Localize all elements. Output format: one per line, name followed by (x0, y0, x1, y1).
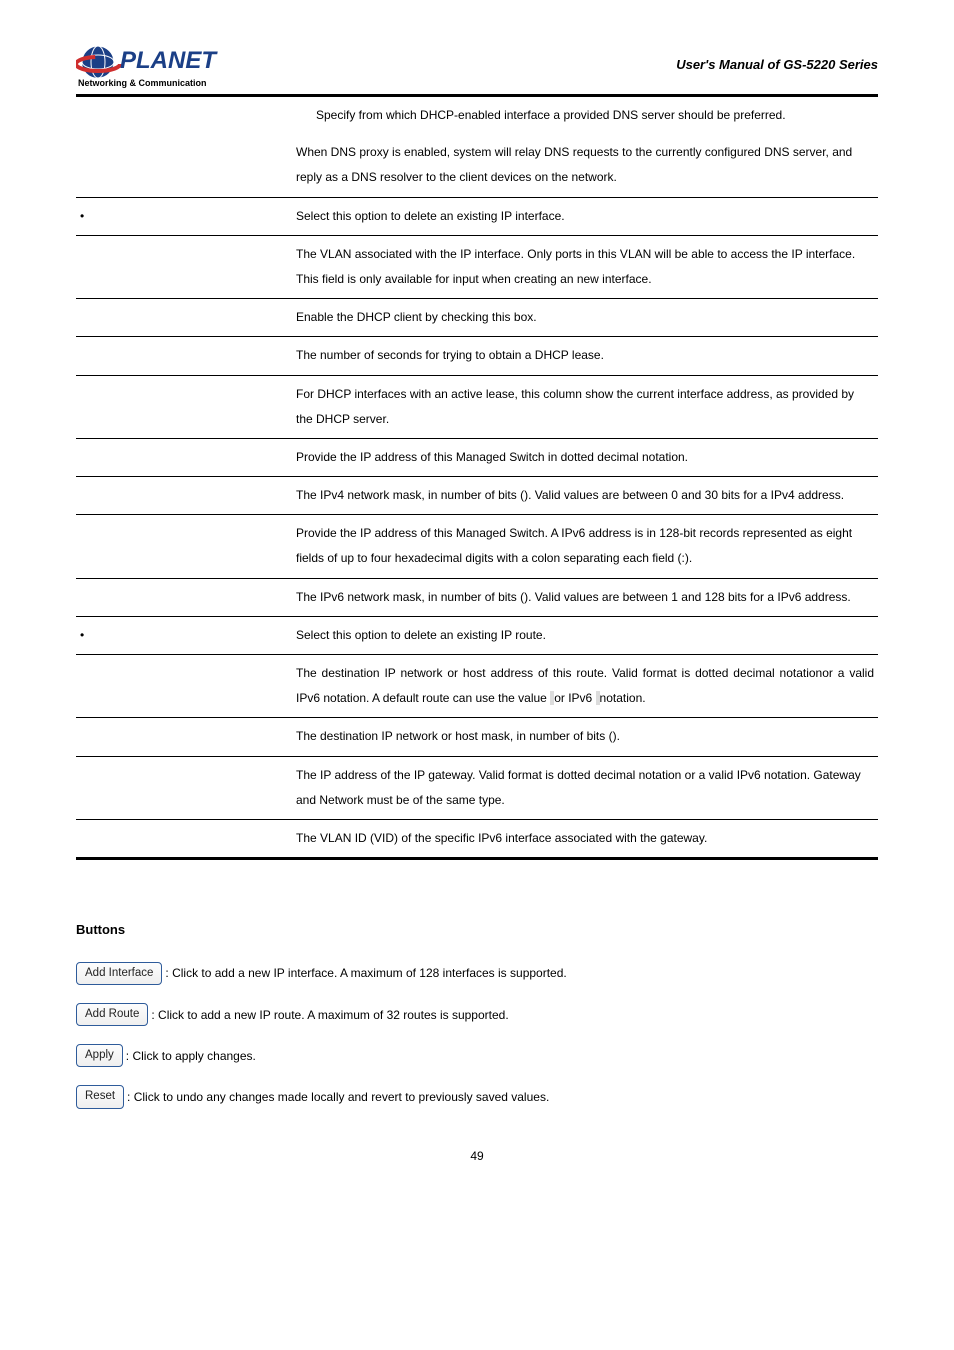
add-interface-desc: : Click to add a new IP interface. A max… (165, 964, 566, 982)
cell-vlan-assoc: The VLAN associated with the IP interfac… (292, 235, 878, 298)
add-interface-button[interactable]: Add Interface (76, 962, 162, 985)
page-header: PLANET Networking & Communication User's… (76, 40, 878, 88)
reset-desc: : Click to undo any changes made locally… (127, 1088, 549, 1106)
route-mask-a: The destination IP network or host mask,… (296, 729, 613, 743)
cell-dhcp-enable: Enable the DHCP client by checking this … (292, 299, 878, 337)
page-number: 49 (76, 1149, 878, 1163)
cell-route-gateway: The IP address of the IP gateway. Valid … (292, 756, 878, 819)
ipv6-mask-a: The IPv6 network mask, in number of bits… (296, 590, 524, 604)
ipv4-mask-a: The IPv4 network mask, in number of bits… (296, 488, 524, 502)
description-table: Specify from which DHCP-enabled interfac… (76, 97, 878, 860)
apply-button[interactable]: Apply (76, 1044, 123, 1067)
route-net-b: or IPv6 (554, 691, 595, 705)
cell-route-vlanid: The VLAN ID (VID) of the specific IPv6 i… (292, 819, 878, 858)
buttons-section: Buttons Add Interface : Click to add a n… (76, 920, 878, 1109)
cell-route-mask: The destination IP network or host mask,… (292, 718, 878, 756)
buttons-heading: Buttons (76, 920, 878, 940)
cell-ipv4-address: Provide the IP address of this Managed S… (292, 438, 878, 476)
route-net-c: notation. (600, 691, 646, 705)
cell-dhcp-seconds: The number of seconds for trying to obta… (292, 337, 878, 375)
add-route-button[interactable]: Add Route (76, 1003, 148, 1026)
bullet-icon: • (76, 616, 90, 654)
cell-delete-route: Select this option to delete an existing… (292, 616, 878, 654)
cell-ipv4-mask: The IPv4 network mask, in number of bits… (292, 477, 878, 515)
ipv4-mask-b: ). Valid values are between 0 and 30 bit… (524, 488, 844, 502)
cell-dns-proxy: When DNS proxy is enabled, system will r… (292, 134, 878, 197)
reset-button[interactable]: Reset (76, 1085, 124, 1108)
cell-ipv6-address: Provide the IP address of this Managed S… (292, 515, 878, 578)
cell-ipv6-mask: The IPv6 network mask, in number of bits… (292, 578, 878, 616)
svg-text:Networking & Communication: Networking & Communication (78, 78, 207, 88)
bullet-icon: • (76, 197, 90, 235)
header-title: User's Manual of GS-5220 Series (676, 57, 878, 72)
apply-desc: : Click to apply changes. (126, 1047, 256, 1065)
add-route-desc: : Click to add a new IP route. A maximum… (151, 1006, 508, 1024)
cell-route-network: The destination IP network or host addre… (292, 655, 878, 718)
planet-logo-icon: PLANET Networking & Communication (76, 40, 256, 88)
logo: PLANET Networking & Communication (76, 40, 256, 88)
route-mask-b: ). (613, 729, 620, 743)
cell-delete-interface: Select this option to delete an existing… (292, 197, 878, 235)
cell-dhcp-current: For DHCP interfaces with an active lease… (292, 375, 878, 438)
ipv6-mask-b: ). Valid values are between 1 and 128 bi… (524, 590, 851, 604)
cell-dns-preferred: Specify from which DHCP-enabled interfac… (292, 97, 878, 134)
svg-text:PLANET: PLANET (120, 47, 218, 74)
